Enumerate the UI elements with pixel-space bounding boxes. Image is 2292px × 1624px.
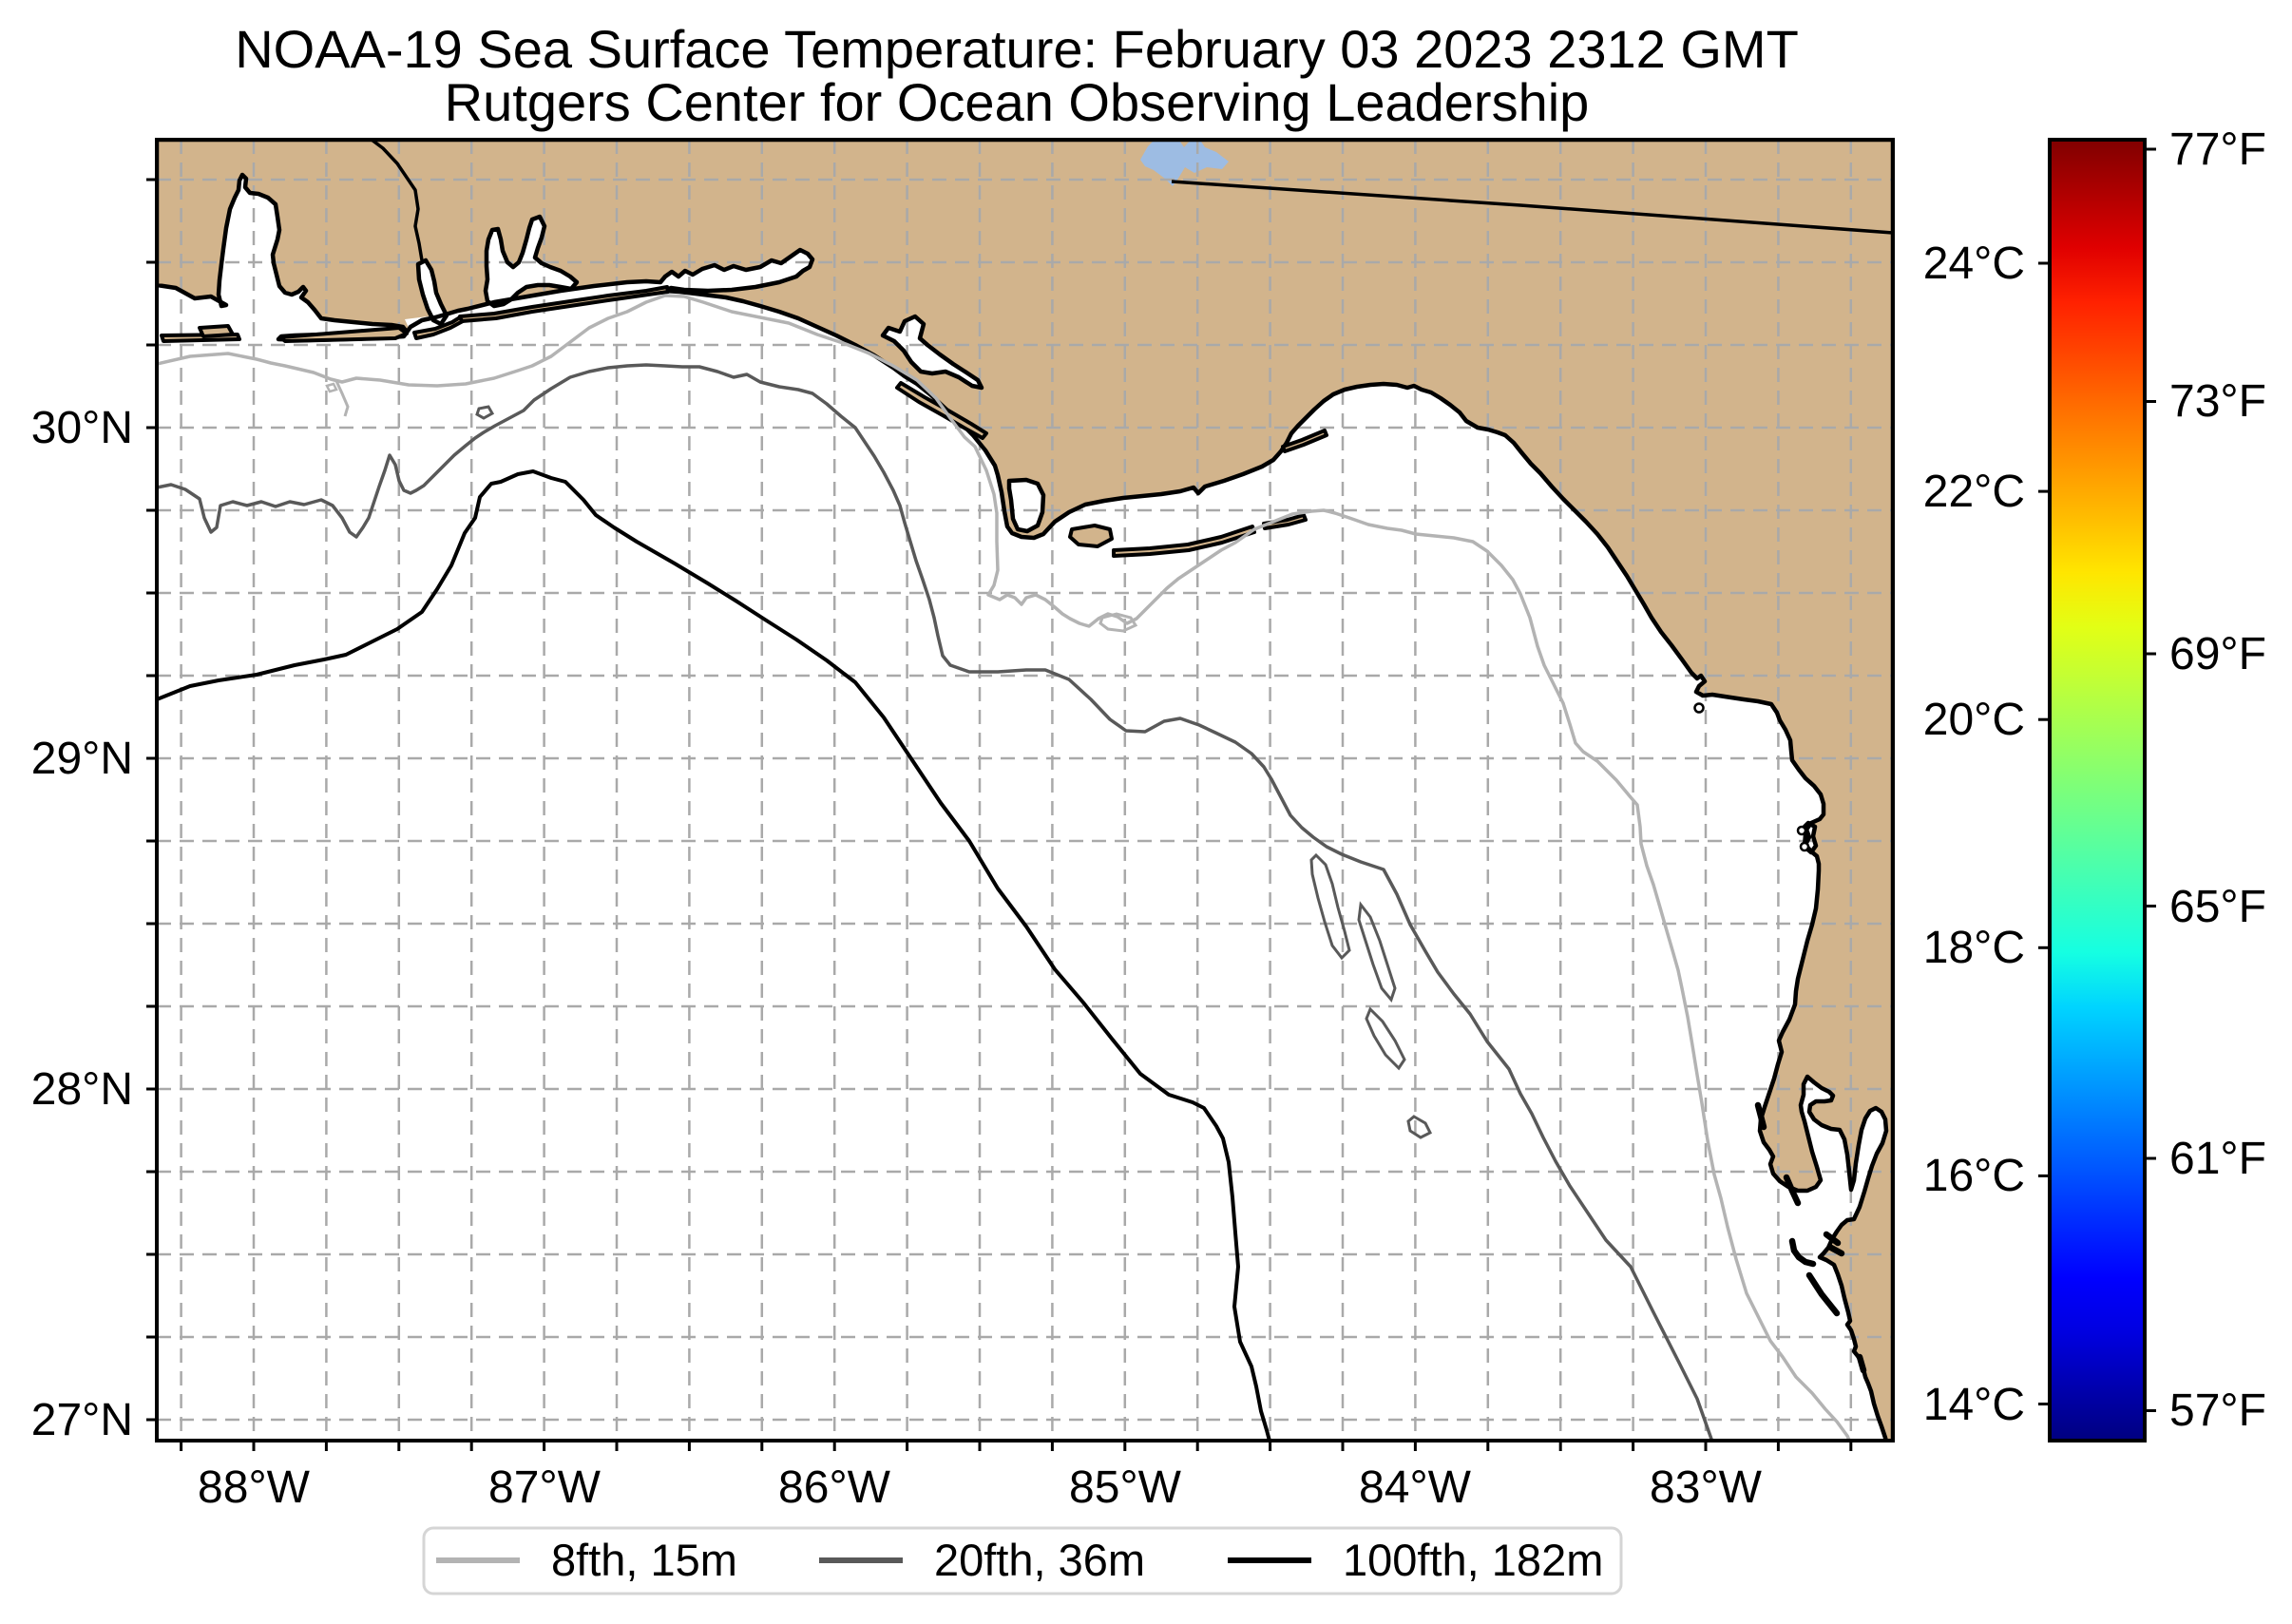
svg-text:14°C: 14°C — [1923, 1380, 2025, 1430]
svg-text:57°F: 57°F — [2169, 1385, 2266, 1436]
svg-text:86°W: 86°W — [778, 1462, 891, 1513]
svg-text:20°C: 20°C — [1923, 695, 2025, 745]
svg-text:88°W: 88°W — [198, 1462, 311, 1513]
svg-text:Rutgers Center for Ocean Obser: Rutgers Center for Ocean Observing Leade… — [445, 72, 1590, 132]
svg-text:8fth, 15m: 8fth, 15m — [551, 1535, 737, 1585]
svg-text:83°W: 83°W — [1650, 1462, 1763, 1513]
svg-text:24°C: 24°C — [1923, 239, 2025, 289]
svg-text:65°F: 65°F — [2169, 882, 2266, 932]
svg-text:28°N: 28°N — [31, 1064, 133, 1115]
svg-text:87°W: 87°W — [488, 1462, 602, 1513]
svg-text:NOAA-19 Sea Surface Temperatur: NOAA-19 Sea Surface Temperature: Februar… — [235, 19, 1799, 79]
svg-text:20fth, 36m: 20fth, 36m — [934, 1535, 1145, 1585]
svg-text:16°C: 16°C — [1923, 1151, 2025, 1201]
svg-text:27°N: 27°N — [31, 1395, 133, 1445]
svg-text:77°F: 77°F — [2169, 124, 2266, 175]
svg-text:85°W: 85°W — [1069, 1462, 1182, 1513]
svg-text:73°F: 73°F — [2169, 376, 2266, 427]
svg-text:18°C: 18°C — [1923, 923, 2025, 973]
svg-text:84°W: 84°W — [1359, 1462, 1472, 1513]
svg-text:22°C: 22°C — [1923, 467, 2025, 517]
svg-text:30°N: 30°N — [31, 403, 133, 453]
svg-text:61°F: 61°F — [2169, 1134, 2266, 1184]
svg-text:100fth, 182m: 100fth, 182m — [1343, 1535, 1603, 1585]
svg-text:29°N: 29°N — [31, 734, 133, 784]
svg-text:69°F: 69°F — [2169, 629, 2266, 679]
